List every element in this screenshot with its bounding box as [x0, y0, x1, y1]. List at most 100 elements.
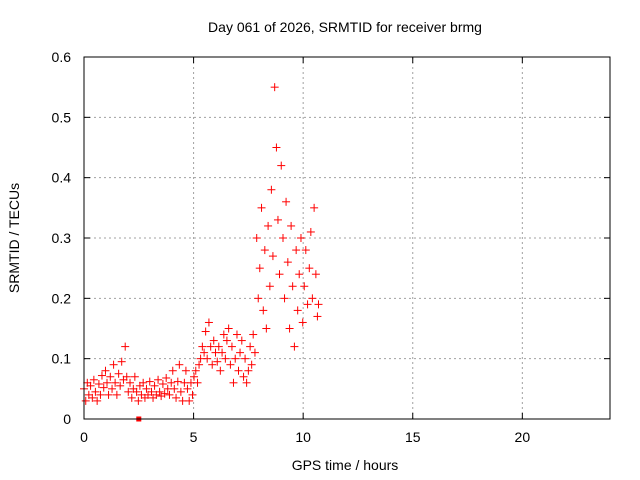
- data-point: [142, 384, 151, 393]
- data-point: [301, 246, 310, 255]
- data-point: [280, 294, 289, 303]
- grid-lines: [84, 57, 610, 419]
- data-point: [195, 360, 204, 369]
- data-point: [259, 306, 268, 315]
- y-axis-label: SRMTID / TECUs: [6, 183, 22, 293]
- data-point: [201, 327, 210, 336]
- data-points: [80, 83, 323, 422]
- data-point: [122, 372, 131, 381]
- data-point: [132, 387, 141, 396]
- data-point: [167, 378, 176, 387]
- data-point: [93, 396, 102, 405]
- y-tick-label: 0: [63, 411, 71, 427]
- data-point: [260, 246, 269, 255]
- x-axis-label: GPS time / hours: [292, 457, 399, 473]
- data-point: [106, 372, 115, 381]
- data-point: [303, 300, 312, 309]
- data-point: [216, 366, 225, 375]
- data-point: [257, 203, 266, 212]
- data-point: [168, 366, 177, 375]
- data-point: [170, 384, 179, 393]
- data-point: [282, 197, 291, 206]
- data-point: [252, 234, 261, 242]
- data-point: [292, 246, 301, 255]
- data-point: [139, 378, 148, 387]
- data-point: [124, 387, 133, 396]
- data-point: [298, 318, 307, 327]
- data-point: [310, 203, 319, 212]
- data-point: [232, 330, 241, 339]
- data-point: [311, 270, 320, 279]
- data-point: [268, 252, 277, 261]
- data-point: [101, 366, 110, 375]
- data-point: [204, 318, 213, 327]
- data-point: [226, 360, 235, 369]
- data-point: [293, 306, 302, 315]
- data-point: [214, 342, 223, 351]
- data-point: [114, 369, 123, 378]
- data-point: [262, 324, 271, 333]
- data-point: [99, 383, 108, 392]
- data-point: [165, 390, 174, 399]
- data-point: [185, 396, 194, 405]
- data-point: [227, 342, 236, 351]
- x-tick-label: 20: [515, 429, 531, 445]
- data-point: [300, 282, 309, 291]
- data-point: [234, 366, 243, 375]
- data-point: [88, 393, 97, 402]
- data-point: [231, 354, 240, 363]
- data-point: [275, 270, 284, 279]
- data-point: [249, 330, 258, 339]
- axis-ticks: 0 5 10 15 20 0 0.1 0.2 0.3 0.4 0.5 0.6: [52, 49, 610, 445]
- data-point: [279, 234, 288, 242]
- data-point: [147, 387, 156, 396]
- data-point: [181, 366, 190, 375]
- data-point: [155, 387, 164, 396]
- data-point: [290, 342, 299, 351]
- data-point: [158, 380, 167, 389]
- data-point: [111, 378, 120, 387]
- data-point: [89, 375, 98, 384]
- data-point: [172, 393, 181, 402]
- data-point: [173, 377, 182, 386]
- x-tick-label: 15: [405, 429, 421, 445]
- data-point: [250, 348, 259, 357]
- data-point: [183, 384, 192, 393]
- data-point: [239, 372, 248, 381]
- x-tick-label: 5: [190, 429, 198, 445]
- data-point: [97, 371, 106, 380]
- data-point: [229, 378, 238, 387]
- data-point: [104, 390, 113, 399]
- data-point: [246, 342, 255, 351]
- data-point: [313, 312, 322, 321]
- data-point: [154, 375, 163, 384]
- data-point: [283, 258, 292, 267]
- data-point: [241, 354, 250, 363]
- data-point: [126, 378, 135, 387]
- data-point: [247, 360, 256, 369]
- data-point: [236, 348, 245, 357]
- data-point: [265, 282, 274, 291]
- data-point: [198, 342, 207, 351]
- data-point: [273, 215, 282, 224]
- data-point: [264, 221, 273, 230]
- data-point: [94, 380, 103, 389]
- y-tick-label: 0.2: [52, 290, 72, 306]
- data-point: [224, 324, 233, 333]
- y-tick-label: 0.3: [52, 230, 72, 246]
- data-point: [121, 342, 130, 351]
- data-point: [175, 360, 184, 369]
- data-point: [96, 390, 105, 399]
- data-point: [254, 294, 263, 303]
- data-point: [295, 270, 304, 279]
- data-point: [193, 378, 202, 387]
- data-point: [145, 377, 154, 386]
- data-point: [222, 336, 231, 345]
- data-point: [134, 396, 143, 405]
- data-point: [270, 83, 279, 92]
- data-point: [127, 393, 136, 402]
- data-point: [188, 390, 197, 399]
- data-point: [112, 390, 121, 399]
- data-point: [103, 378, 112, 387]
- data-point: [287, 221, 296, 230]
